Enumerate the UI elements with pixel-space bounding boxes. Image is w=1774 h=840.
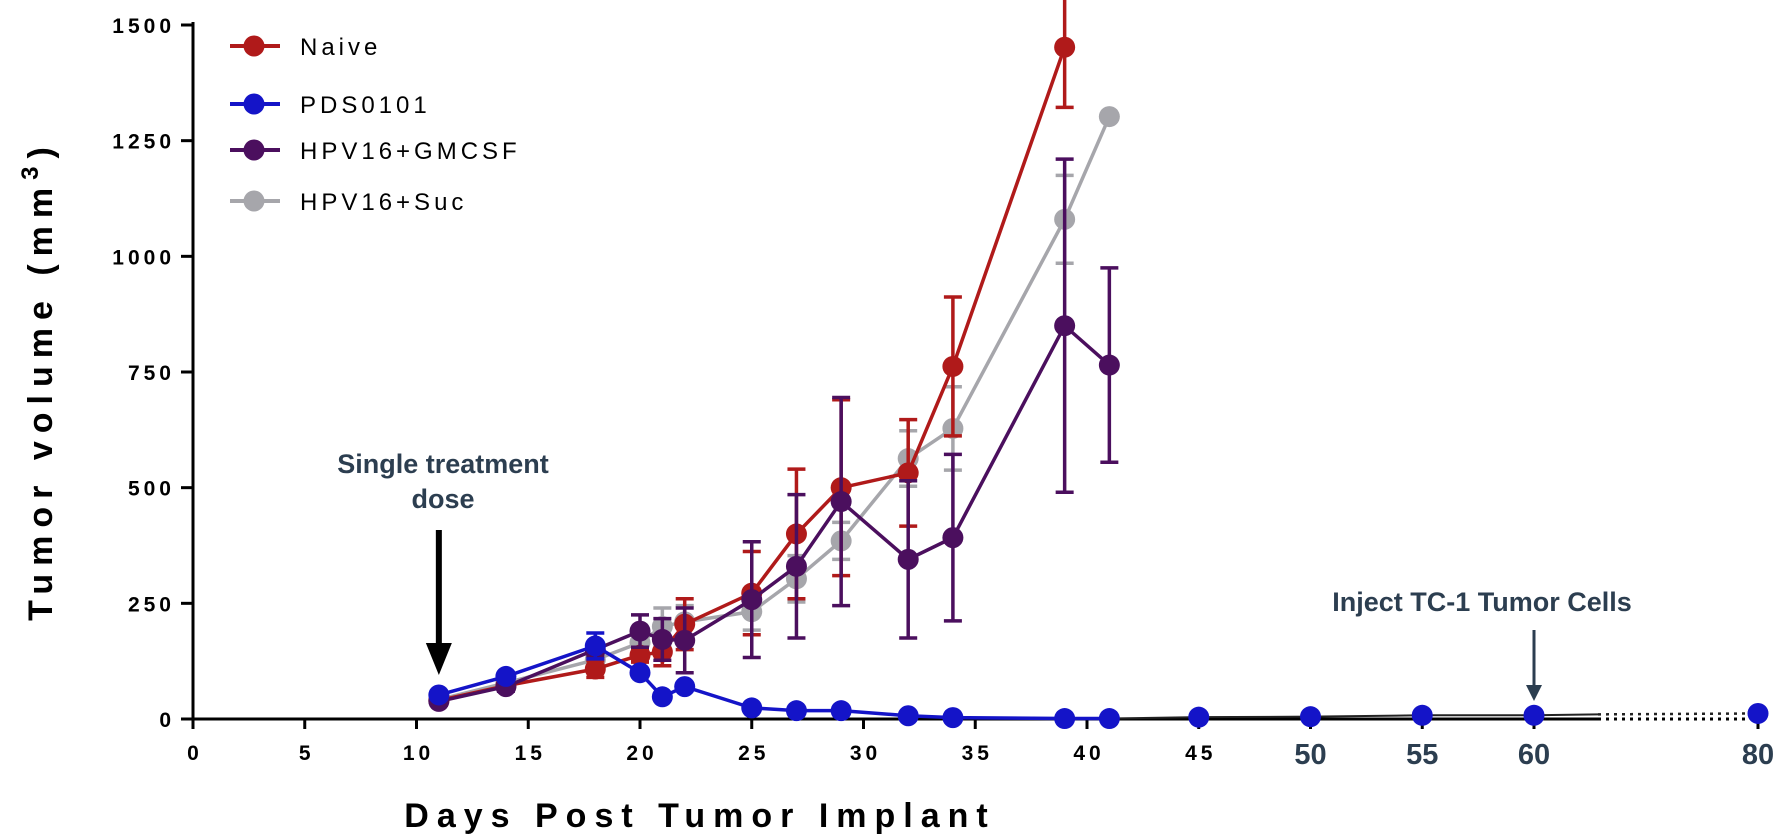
x-tick-label: 30 [850,742,881,765]
data-point-hpv16-gmcsf [942,527,964,549]
series-line-naive [438,46,1067,703]
legend-marker-pds0101 [243,93,265,115]
x-tick-label: 60 [1518,739,1550,771]
data-point-pds0101 [674,676,696,698]
legend-marker-hpv16-suc [243,190,265,212]
x-tick-label: 10 [403,742,434,765]
y-tick-label: 1250 [112,131,175,154]
data-point-hpv16-gmcsf [629,620,651,642]
x-tick-label: 35 [962,742,993,765]
series-line-hpv16-gmcsf [438,322,1111,704]
x-tick-label: 15 [515,742,546,765]
data-point-hpv16-gmcsf [651,628,673,650]
x-tick-label: 25 [738,742,769,765]
y-tick-label: 750 [128,362,175,385]
data-point-pds0101 [1098,708,1120,730]
x-tick-label: 20 [626,742,657,765]
data-point-pds0101 [1054,708,1076,730]
data-point-pds0101 [785,700,807,722]
data-point-pds0101 [428,684,450,706]
annotation-single-treatment-label: dose [411,484,474,514]
x-tick-label: 80 [1742,739,1774,771]
legend-label-hpv16-gmcsf: HPV16+GMCSF [300,138,521,165]
legend-marker-hpv16-gmcsf [243,139,265,161]
data-point-naive [629,644,651,666]
data-point-hpv16-gmcsf [1098,354,1120,376]
data-point-hpv16-suc [1098,106,1120,128]
legend-label-naive: Naive [300,34,381,61]
data-point-pds0101 [584,635,606,657]
series-line-pds0101 [438,643,1110,721]
y-tick-label: 1500 [112,15,175,38]
y-tick-label: 500 [128,478,175,501]
data-point-pds0101 [495,665,517,687]
data-point-hpv16-gmcsf [674,629,696,651]
single-treatment-arrow-head [425,643,452,675]
data-point-pds0101 [1411,704,1433,726]
x-tick-label: 55 [1406,739,1438,771]
data-point-pds0101 [741,697,763,719]
series-line-pds0101-break [1597,712,1759,716]
data-point-pds0101 [1300,706,1321,728]
y-axis-title: Tumor volume (mm3) [17,139,60,621]
data-point-hpv16-gmcsf [785,555,807,577]
data-point-pds0101 [651,686,673,708]
legend-label-pds0101: PDS0101 [300,92,431,119]
legend-label-hpv16-suc: HPV16+Suc [300,189,467,216]
data-point-naive [942,355,964,377]
y-tick-label: 0 [159,709,175,732]
data-point-hpv16-gmcsf [897,548,919,570]
legend-marker-naive [243,35,265,57]
x-tick-label: 45 [1185,742,1216,765]
series-line-pds0101-late [1109,713,1599,720]
inject-arrow-head [1526,685,1542,701]
data-point-pds0101 [1747,702,1769,724]
x-axis-title: Days Post Tumor Implant [404,797,995,835]
data-point-pds0101 [942,707,964,729]
data-point-naive [1054,36,1076,58]
data-point-hpv16-gmcsf [741,589,763,611]
data-point-hpv16-gmcsf [1054,315,1076,337]
annotation-inject-tc1-label: Inject TC-1 Tumor Cells [1332,587,1632,617]
y-tick-label: 250 [128,593,175,616]
data-point-pds0101 [629,662,651,684]
data-point-naive [584,658,606,680]
x-tick-label: 50 [1294,739,1326,771]
data-point-hpv16-gmcsf [830,491,852,513]
x-tick-label: 5 [299,742,315,765]
y-tick-label: 1000 [112,246,175,269]
data-point-pds0101 [897,705,919,727]
x-tick-label: 0 [187,742,203,765]
data-point-pds0101 [1523,704,1545,726]
annotation-single-treatment-label: Single treatment [337,449,549,479]
x-tick-label: 40 [1073,742,1104,765]
data-point-naive [897,462,919,484]
data-point-pds0101 [830,700,852,722]
data-point-pds0101 [1188,706,1210,728]
